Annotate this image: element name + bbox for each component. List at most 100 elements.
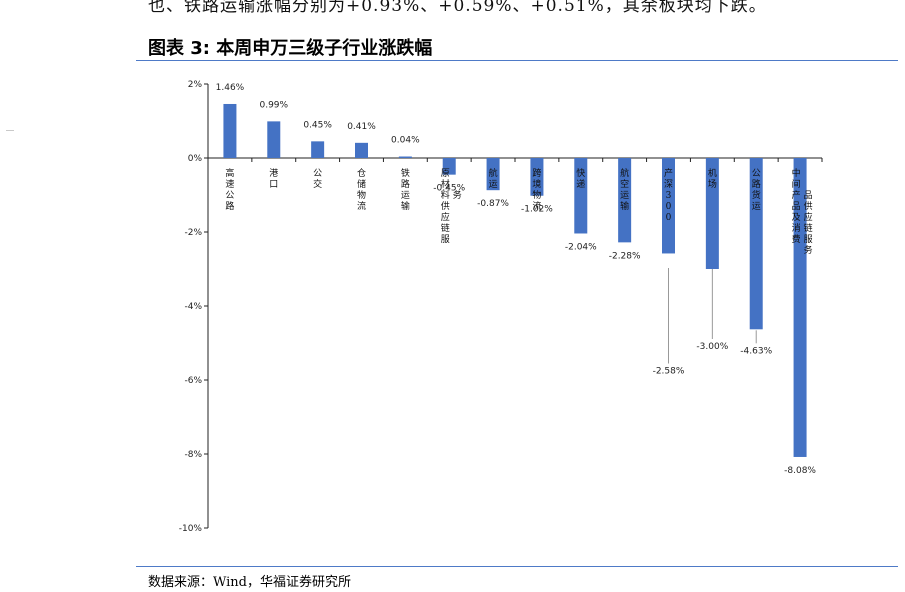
- category-label-char: 高: [225, 167, 234, 179]
- data-label: 0.41%: [347, 122, 376, 132]
- category-label-char: 务: [804, 244, 813, 256]
- chart-bars: [223, 103, 807, 457]
- bar: [486, 158, 500, 191]
- category-label-char: 料: [441, 189, 450, 201]
- category-label-char: 跨: [532, 168, 541, 179]
- category-label-char: 港: [269, 167, 278, 179]
- category-label-char: 0: [666, 213, 672, 223]
- category-label-char: 物: [357, 189, 366, 201]
- category-label-char: 链: [441, 222, 450, 234]
- category-label: 港口: [269, 167, 278, 190]
- bar: [793, 158, 807, 457]
- category-label-char: 品: [804, 190, 813, 201]
- bar: [574, 158, 588, 234]
- category-label-char: 空: [620, 178, 629, 190]
- category-label-char: 服: [804, 234, 813, 245]
- category-label-char: 应: [441, 211, 450, 223]
- bar: [662, 158, 675, 254]
- category-label-char: 服: [441, 234, 450, 245]
- category-label-char: 运: [489, 179, 498, 190]
- bar: [223, 103, 237, 158]
- y-tick-label: -10%: [179, 524, 203, 534]
- chart-axes: 2% 0% -2% -4% -6% -8% -10%: [179, 80, 823, 534]
- category-label-char: 航: [489, 167, 498, 179]
- category-label-char: 产: [792, 189, 801, 201]
- data-label: -0.45%: [433, 184, 465, 194]
- category-label-char: 公: [225, 190, 234, 201]
- category-label-char: 原: [441, 168, 450, 179]
- category-label-char: 递: [576, 178, 585, 190]
- y-tick-label: -6%: [184, 376, 202, 386]
- margin-mark: [6, 130, 14, 131]
- category-label-char: 供: [804, 200, 813, 212]
- bar: [618, 158, 632, 243]
- data-label: -2.04%: [565, 242, 597, 252]
- data-label: -8.08%: [784, 466, 816, 476]
- category-label-char: 机: [708, 167, 717, 179]
- category-label-char: 供: [441, 200, 450, 212]
- bar: [355, 142, 368, 158]
- data-label: 0.99%: [259, 100, 288, 110]
- category-label-char: 速: [225, 179, 234, 190]
- data-label: -1.02%: [521, 205, 553, 215]
- data-label: -4.63%: [740, 346, 772, 356]
- category-label-char: 运: [752, 201, 761, 212]
- category-label-char: 0: [666, 202, 672, 212]
- category-label-char: 境: [532, 178, 541, 190]
- category-label: 航运: [489, 167, 498, 190]
- bar: [749, 158, 763, 330]
- category-label-char: 仓: [357, 167, 366, 179]
- category-label-char: 货: [752, 189, 761, 201]
- category-label-char: 物: [532, 189, 541, 201]
- category-label-char: 深: [664, 179, 673, 190]
- category-label-char: 消: [792, 222, 801, 234]
- category-label-char: 输: [620, 200, 629, 212]
- bar: [311, 141, 325, 158]
- category-label-char: 储: [357, 178, 366, 190]
- category-label: 公交: [313, 168, 322, 190]
- category-label-char: 场: [708, 179, 717, 190]
- data-label: 1.46%: [216, 83, 245, 93]
- bar: [705, 158, 719, 269]
- category-label-char: 公: [313, 168, 322, 179]
- y-tick-label: -4%: [184, 302, 202, 312]
- category-label-char: 链: [804, 222, 813, 234]
- category-label-char: 产: [664, 167, 673, 179]
- bar: [530, 158, 544, 196]
- category-label: 机场: [708, 167, 717, 190]
- title-divider: [136, 60, 898, 61]
- y-tick-label: -8%: [184, 450, 202, 460]
- category-label-char: 流: [532, 200, 541, 212]
- category-label: 铁路运输: [401, 167, 410, 212]
- category-label-char: 间: [792, 178, 801, 190]
- category-label-char: 3: [666, 191, 672, 201]
- data-label: 0.04%: [391, 136, 420, 146]
- category-label-char: 交: [313, 178, 322, 190]
- category-label-char: 中: [792, 167, 801, 179]
- preceding-paragraph-fragment: 也、铁路运输涨幅分别为+0.93%、+0.59%、+0.51%，其余板块均下跌。: [148, 0, 767, 16]
- category-label-char: 品: [792, 201, 801, 212]
- data-label: -3.00%: [696, 342, 728, 352]
- category-label-char: 及: [792, 212, 801, 223]
- category-label-char: 费: [792, 233, 801, 245]
- chart-labels: 1.46%高速公路0.99%港口0.45%公交0.41%仓储物流0.04%铁路运…: [216, 83, 817, 476]
- category-label-char: 流: [357, 200, 366, 212]
- category-label: 快递: [576, 167, 585, 190]
- category-label-char: 航: [620, 167, 629, 179]
- category-label-char: 务: [453, 189, 462, 201]
- y-tick-label: 2%: [188, 80, 203, 90]
- footer-divider: [136, 566, 898, 567]
- bar: [398, 156, 412, 158]
- data-label: -2.28%: [609, 251, 641, 261]
- category-label-char: 公: [752, 168, 761, 179]
- category-label-char: 口: [269, 180, 278, 190]
- category-label-char: 材: [441, 178, 450, 190]
- category-label-char: 应: [804, 211, 813, 223]
